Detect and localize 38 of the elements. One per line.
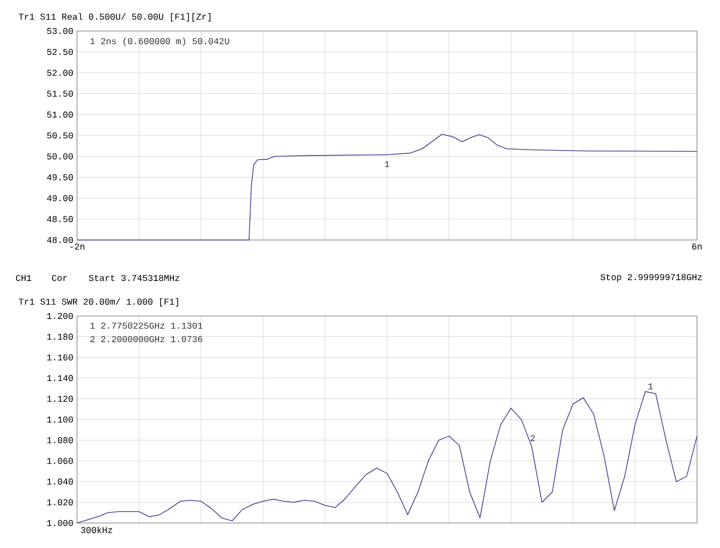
annotation: 1 <box>648 383 653 390</box>
annotation: 2 <box>530 435 535 442</box>
annotation: 1 2ns (0.600000 m) 50.042U <box>90 38 230 46</box>
y-tick-label: 49.00 <box>47 195 73 202</box>
y-tick-label: 1.200 <box>47 312 73 320</box>
y-tick-label: 1.180 <box>47 334 73 340</box>
line-series <box>76 134 698 240</box>
y-tick-label: 1.140 <box>47 375 73 382</box>
x-tick-label: -2n <box>70 244 84 250</box>
y-tick-label: 51.00 <box>47 112 73 118</box>
text: Stop 2.999999718GHz <box>600 274 702 282</box>
x-tick-label: 6n <box>692 244 702 250</box>
y-tick-label: 50.00 <box>47 153 73 160</box>
annotation: 1 2.7750225GHz 1.1301 <box>90 322 202 329</box>
annotation: 2 2.2000000GHz 1.0736 <box>90 336 202 342</box>
y-tick-label: 1.020 <box>47 499 73 506</box>
chart-title: Tr1 S11 SWR 20.00m/ 1.000 [F1] <box>18 298 178 306</box>
text: CH1 <box>16 274 32 282</box>
y-tick-label: 1.040 <box>47 478 73 485</box>
y-tick-label: 1.000 <box>47 520 73 526</box>
chart-title: Tr1 S11 Real 0.500U/ 50.00U [F1][Zr] <box>18 13 210 22</box>
y-tick-label: 48.00 <box>47 236 73 244</box>
y-tick-label: 52.50 <box>47 48 73 55</box>
annotation: 1 <box>384 161 390 168</box>
y-tick-label: 1.060 <box>47 458 73 464</box>
y-tick-label: 52.00 <box>47 70 73 76</box>
y-tick-label: 49.50 <box>47 174 73 180</box>
y-tick-label: 1.160 <box>47 354 73 360</box>
text: Cor <box>52 274 67 282</box>
y-tick-label: 1.080 <box>47 437 73 444</box>
y-tick-label: 1.100 <box>47 416 73 423</box>
y-tick-label: 53.00 <box>47 28 73 34</box>
text: 300kHz <box>81 526 112 534</box>
y-tick-label: 48.50 <box>47 216 73 222</box>
y-tick-label: 1.120 <box>47 396 73 402</box>
y-tick-label: 50.50 <box>47 132 73 139</box>
y-tick-label: 51.50 <box>47 90 73 97</box>
text: Start 3.745318MHz <box>88 274 180 282</box>
